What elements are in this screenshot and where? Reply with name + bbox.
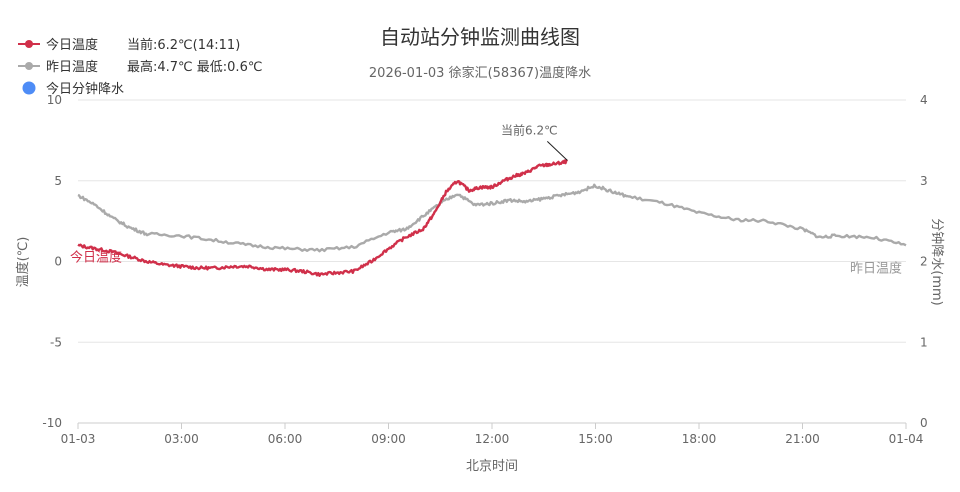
current-value-pointer bbox=[546, 141, 568, 161]
x-tick-labels: 01-03 03:00 06:00 09:00 12:00 15:00 18:00 21:00… bbox=[61, 422, 924, 446]
chart-title: 自动站分钟监测曲线图 bbox=[380, 25, 580, 49]
y-right-tick-label: 1 bbox=[920, 335, 928, 349]
legend-yesterday-label: 昨日温度 bbox=[46, 59, 98, 75]
today-series-label: 今日温度 bbox=[70, 249, 122, 265]
y-right-tick-label: 2 bbox=[920, 255, 928, 269]
series-today-line[interactable] bbox=[77, 159, 569, 277]
y-right-tick-labels: 4 3 2 1 0 bbox=[920, 93, 928, 430]
y-left-tick-labels: 10 5 0 -5 -10 bbox=[42, 93, 62, 430]
x-axis-title: 北京时间 bbox=[466, 459, 518, 474]
legend-precip-label: 今日分钟降水 bbox=[46, 81, 124, 97]
y-left-axis-title: 温度(℃) bbox=[15, 237, 31, 288]
x-tick-label: 01-03 bbox=[61, 432, 96, 446]
x-tick-label: 15:00 bbox=[578, 432, 613, 446]
y-right-tick-label: 3 bbox=[920, 174, 928, 188]
y-left-tick-label: 0 bbox=[54, 255, 62, 269]
y-right-tick-label: 4 bbox=[920, 93, 928, 107]
legend: 今日温度 当前:6.2℃(14:11) 昨日温度 最高:4.7℃ 最低:0.6℃… bbox=[18, 37, 262, 97]
legend-item-today[interactable]: 今日温度 当前:6.2℃(14:11) bbox=[18, 37, 240, 53]
legend-precip-dot-icon bbox=[22, 81, 36, 95]
y-left-tick-label: 10 bbox=[47, 93, 62, 107]
x-tick-label: 09:00 bbox=[371, 432, 406, 446]
current-value-annotation: 当前6.2℃ bbox=[501, 122, 558, 137]
x-tick-label: 21:00 bbox=[785, 432, 820, 446]
series-yesterday-line[interactable] bbox=[77, 183, 907, 253]
y-left-tick-label: 5 bbox=[54, 174, 62, 188]
x-tick-label: 01-04 bbox=[889, 432, 924, 446]
y-right-tick-label: 0 bbox=[920, 416, 928, 430]
series-lines bbox=[77, 159, 907, 277]
chart-subtitle: 2026-01-03 徐家汇(58367)温度降水 bbox=[369, 65, 591, 81]
legend-item-yesterday[interactable]: 昨日温度 最高:4.7℃ 最低:0.6℃ bbox=[18, 59, 262, 75]
legend-today-info: 当前:6.2℃(14:11) bbox=[127, 37, 240, 53]
x-tick-label: 03:00 bbox=[164, 432, 199, 446]
legend-today-label: 今日温度 bbox=[46, 37, 98, 53]
grid-lines bbox=[78, 99, 906, 424]
legend-today-marker-icon bbox=[25, 40, 33, 48]
x-tick-label: 18:00 bbox=[682, 432, 717, 446]
yesterday-series-label: 昨日温度 bbox=[850, 260, 902, 276]
y-right-axis-title: 分钟降水(mm) bbox=[929, 218, 945, 305]
legend-yesterday-info: 最高:4.7℃ 最低:0.6℃ bbox=[127, 59, 262, 75]
x-tick-label: 06:00 bbox=[268, 432, 303, 446]
legend-yesterday-marker-icon bbox=[25, 62, 33, 70]
y-left-tick-label: -10 bbox=[42, 416, 62, 430]
x-tick-label: 12:00 bbox=[475, 432, 510, 446]
y-left-tick-label: -5 bbox=[50, 335, 62, 349]
legend-item-precip[interactable]: 今日分钟降水 bbox=[22, 81, 125, 97]
